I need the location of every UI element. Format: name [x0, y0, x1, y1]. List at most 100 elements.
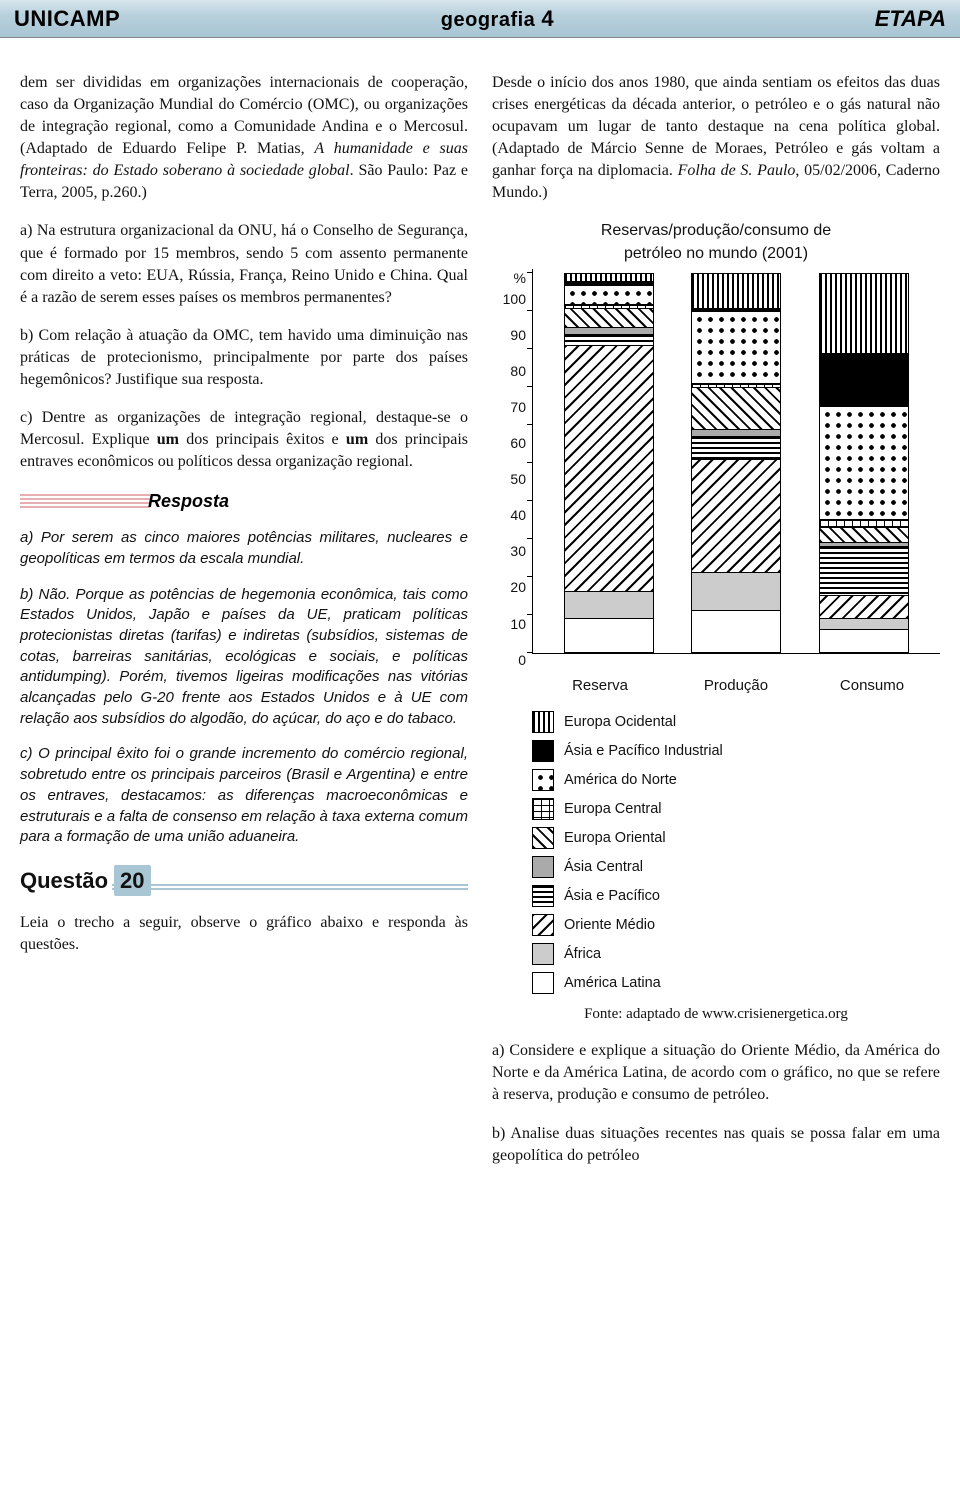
legend-label: Oriente Médio	[564, 915, 655, 935]
plot-area	[532, 269, 940, 654]
legend-item: Europa Ocidental	[532, 711, 940, 733]
y-tick: 10	[492, 615, 526, 634]
stripe-decor	[20, 494, 150, 508]
legend-label: Europa Oriental	[564, 828, 666, 848]
legend-swatch	[532, 769, 554, 791]
legend-label: América do Norte	[564, 770, 677, 790]
page-body: dem ser divididas em organizações intern…	[0, 38, 960, 1211]
subject-title: geografia 4	[441, 6, 554, 32]
question-lead: Leia o trecho a seguir, observe o gráfic…	[20, 912, 468, 956]
seg-eur_oc	[565, 274, 653, 282]
seg-am_lat	[565, 618, 653, 652]
legend-label: África	[564, 944, 601, 964]
seg-asia_pac	[565, 334, 653, 345]
legend-label: Ásia Central	[564, 857, 643, 877]
question-heading: Questão 20	[20, 868, 468, 896]
y-tick: 0	[492, 651, 526, 670]
paragraph: dem ser divididas em organizações intern…	[20, 72, 468, 204]
legend-swatch	[532, 943, 554, 965]
brand-left: UNICAMP	[14, 6, 120, 32]
legend: Europa Ocidental Ásia e Pacífico Industri…	[532, 711, 940, 994]
legend-label: América Latina	[564, 973, 661, 993]
legend-item: Europa Central	[532, 798, 940, 820]
y-tick: 30	[492, 542, 526, 561]
legend-label: Ásia e Pacífico	[564, 886, 660, 906]
seg-am_norte	[692, 311, 780, 383]
bar-consumo	[819, 273, 909, 653]
legend-swatch	[532, 885, 554, 907]
bar-reserva	[564, 273, 654, 653]
legend-label: Ásia e Pacífico Industrial	[564, 741, 723, 761]
legend-item: África	[532, 943, 940, 965]
legend-label: Europa Ocidental	[564, 712, 676, 732]
question-c: c) Dentre as organizações de integração …	[20, 407, 468, 473]
seg-asia_cen	[692, 429, 780, 437]
seg-asia_cen	[565, 327, 653, 335]
x-label: Produção	[691, 676, 781, 697]
y-tick: 100	[492, 290, 526, 309]
seg-or_med	[565, 345, 653, 591]
intro-paragraph: Desde o início dos anos 1980, que ainda …	[492, 72, 940, 204]
seg-asia_pac	[820, 546, 908, 595]
y-tick: 90	[492, 326, 526, 345]
seg-africa	[692, 572, 780, 610]
seg-eur_oc	[820, 274, 908, 353]
y-tick: 40	[492, 506, 526, 525]
legend-item: Ásia Central	[532, 856, 940, 878]
legend-item: Europa Oriental	[532, 827, 940, 849]
sub-question-b: b) Analise duas situações recentes nas q…	[492, 1123, 940, 1167]
resposta-heading: Resposta	[20, 489, 468, 513]
chart-source: Fonte: adaptado de www.crisienergetica.o…	[492, 1004, 940, 1025]
seg-africa	[565, 591, 653, 617]
y-tick: 80	[492, 362, 526, 381]
answer-c: c) O principal êxito foi o grande increm…	[20, 744, 468, 847]
x-label: Consumo	[827, 676, 917, 697]
y-unit: %	[492, 269, 532, 288]
legend-swatch	[532, 740, 554, 762]
seg-or_med	[820, 595, 908, 618]
y-axis: % 1009080706050403020100	[492, 269, 532, 670]
y-tick: 70	[492, 398, 526, 417]
question-number: 20	[114, 865, 150, 896]
legend-item: América do Norte	[532, 769, 940, 791]
resposta-label: Resposta	[148, 489, 229, 514]
legend-swatch	[532, 827, 554, 849]
y-tick: 50	[492, 470, 526, 489]
header-bar: UNICAMP geografia 4 ETAPA	[0, 0, 960, 38]
answer-b: b) Não. Porque as potências de hegemonia…	[20, 585, 468, 730]
answer-a: a) Por serem as cinco maiores potências …	[20, 528, 468, 569]
y-tick: 60	[492, 434, 526, 453]
left-column: dem ser divididas em organizações intern…	[20, 56, 468, 1183]
seg-asia_pac	[692, 436, 780, 459]
legend-swatch	[532, 856, 554, 878]
legend-item: Ásia e Pacífico Industrial	[532, 740, 940, 762]
seg-eur_cen	[820, 519, 908, 527]
seg-am_lat	[820, 629, 908, 652]
y-tick: 20	[492, 578, 526, 597]
x-axis-labels: ReservaProduçãoConsumo	[532, 676, 940, 697]
chart: % 1009080706050403020100	[492, 269, 940, 670]
legend-swatch	[532, 798, 554, 820]
bar-produção	[691, 273, 781, 653]
right-column: Desde o início dos anos 1980, que ainda …	[492, 56, 940, 1183]
seg-eur_ori	[820, 527, 908, 542]
legend-item: Oriente Médio	[532, 914, 940, 936]
seg-am_lat	[692, 610, 780, 652]
legend-swatch	[532, 914, 554, 936]
seg-am_norte	[820, 406, 908, 519]
legend-swatch	[532, 972, 554, 994]
seg-or_med	[692, 459, 780, 572]
seg-asia_pac_ind	[820, 353, 908, 406]
brand-right: ETAPA	[875, 6, 946, 32]
legend-swatch	[532, 711, 554, 733]
seg-am_norte	[565, 285, 653, 304]
seg-eur_ori	[565, 308, 653, 327]
seg-eur_ori	[692, 387, 780, 429]
seg-eur_oc	[692, 274, 780, 308]
legend-label: Europa Central	[564, 799, 662, 819]
seg-africa	[820, 618, 908, 629]
legend-item: América Latina	[532, 972, 940, 994]
question-label: Questão	[20, 866, 112, 896]
sub-question-a: a) Considere e explique a situação do Or…	[492, 1040, 940, 1106]
legend-item: Ásia e Pacífico	[532, 885, 940, 907]
